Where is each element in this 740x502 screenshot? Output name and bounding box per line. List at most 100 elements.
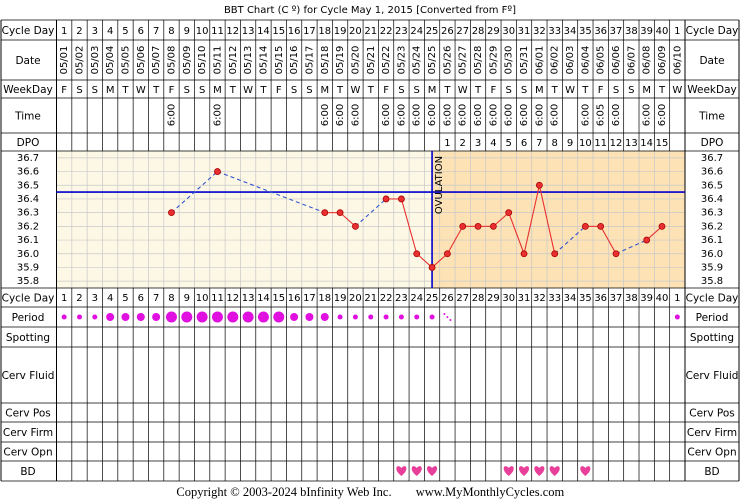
row-label: Time — [14, 111, 41, 123]
temp-point — [443, 250, 451, 258]
cycle-day: 38 — [625, 293, 638, 304]
temp-line — [538, 185, 556, 254]
cycle-day: 29 — [487, 26, 500, 37]
temp-line — [493, 212, 510, 227]
time: 6:00 — [166, 104, 177, 126]
cycle-day: 33 — [548, 26, 561, 37]
cycle-day: 23 — [395, 293, 408, 304]
cycle-day: 39 — [640, 293, 653, 304]
weekday: M — [428, 85, 437, 96]
cycle-day: 7 — [153, 293, 159, 304]
date: 05/28 — [473, 46, 484, 75]
dpo: 1 — [444, 138, 450, 149]
cycle-day: 28 — [472, 293, 485, 304]
date: 05/08 — [166, 46, 177, 75]
y-tick-label: 36.5 — [17, 180, 39, 191]
period-dot — [227, 311, 239, 323]
temp-line — [508, 212, 525, 254]
temp-point — [520, 250, 528, 258]
weekday: T — [152, 85, 160, 96]
y-tick-label: 36.6 — [17, 167, 39, 178]
y-tick-label: 36.1 — [17, 235, 39, 246]
cycle-day: 21 — [364, 26, 377, 37]
date: 05/14 — [258, 46, 269, 75]
period-dot — [121, 313, 130, 321]
period-dot — [383, 314, 389, 320]
y-tick-label: 36.0 — [17, 249, 39, 260]
time: 6:00 — [534, 104, 545, 126]
date: 06/02 — [550, 46, 561, 75]
row-label: Cycle Day — [2, 293, 55, 305]
cycle-day: 5 — [122, 26, 128, 37]
cycle-day: 13 — [242, 293, 255, 304]
temp-gap-line — [217, 171, 325, 214]
cycle-day: 36 — [594, 26, 607, 37]
period-dot — [674, 314, 680, 320]
weekday: W — [672, 85, 682, 96]
date: 05/01 — [59, 46, 70, 75]
period-dot — [398, 314, 404, 320]
temp-line — [339, 212, 356, 227]
dpo: 4 — [490, 138, 496, 149]
weekday: M — [106, 85, 115, 96]
date: 05/06 — [136, 46, 147, 75]
weekday: S — [306, 85, 312, 96]
cycle-day: 19 — [334, 293, 347, 304]
period-dot — [257, 311, 269, 323]
period-dot — [352, 314, 358, 320]
row-label: Period — [12, 312, 45, 324]
bd-heart — [503, 466, 514, 476]
cycle-day: 2 — [76, 293, 82, 304]
row-label: Cerv Opn — [3, 447, 52, 459]
weekday: T — [229, 85, 237, 96]
time: 6:00 — [427, 104, 438, 126]
y-tick-label: 36.6 — [701, 167, 723, 178]
chart-title: BBT Chart (C º) for Cycle May 1, 2015 [C… — [224, 5, 516, 16]
bd-heart — [396, 466, 407, 476]
date: 06/10 — [672, 46, 683, 75]
cycle-day: 18 — [318, 293, 331, 304]
bd-heart — [411, 466, 422, 476]
date: 06/08 — [642, 46, 653, 75]
date: 05/26 — [442, 46, 453, 75]
weekday: M — [213, 85, 222, 96]
period-dot — [61, 314, 67, 320]
period-dot — [92, 314, 98, 320]
cycle-day: 12 — [226, 26, 239, 37]
temp-point — [398, 195, 405, 203]
cycle-day: 35 — [579, 293, 592, 304]
weekday: S — [199, 85, 205, 96]
period-spotting — [443, 313, 446, 315]
temp-line — [400, 198, 418, 254]
weekday: F — [383, 85, 389, 96]
date: 05/25 — [427, 46, 438, 75]
date: 06/04 — [580, 46, 591, 75]
temp-point — [459, 222, 467, 230]
cycle-day: 1 — [61, 26, 67, 37]
temp-line — [523, 185, 540, 254]
row-label: DPO — [701, 137, 724, 149]
date: 05/30 — [504, 46, 515, 75]
row-label: Date — [699, 55, 724, 67]
cycle-day: 32 — [533, 293, 546, 304]
period-dot — [136, 313, 145, 321]
period-dot — [165, 311, 177, 323]
period-dot — [152, 313, 161, 321]
cycle-day: 26 — [441, 293, 454, 304]
temp-line — [431, 253, 448, 268]
time: 6:05 — [596, 104, 607, 126]
cycle-day: 1 — [674, 293, 680, 304]
cycle-day: 16 — [288, 26, 301, 37]
temp-line — [446, 226, 464, 255]
row-label: Cycle Day — [2, 25, 55, 37]
date: 05/07 — [151, 46, 162, 75]
period-dot — [429, 314, 435, 320]
weekday: W — [243, 85, 253, 96]
cycle-day: 32 — [533, 26, 546, 37]
row-label: DPO — [17, 137, 40, 149]
weekday: W — [350, 85, 360, 96]
cycle-day: 13 — [242, 26, 255, 37]
time: 6:00 — [642, 104, 653, 126]
website[interactable]: www.MyMonthlyCycles.com — [416, 485, 565, 499]
cycle-day: 17 — [303, 293, 316, 304]
